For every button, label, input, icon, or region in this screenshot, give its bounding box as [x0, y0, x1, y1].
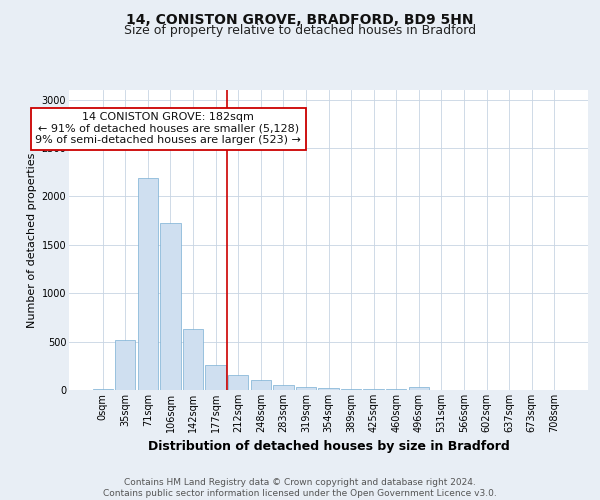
Bar — [138, 178, 158, 390]
Bar — [341, 388, 361, 390]
Bar — [205, 365, 226, 390]
Bar — [228, 376, 248, 390]
Bar — [364, 389, 384, 390]
Bar — [183, 329, 203, 390]
Bar — [115, 340, 136, 390]
Bar — [386, 389, 406, 390]
Bar — [296, 387, 316, 390]
Bar — [251, 380, 271, 390]
Bar — [273, 384, 293, 390]
Text: 14, CONISTON GROVE, BRADFORD, BD9 5HN: 14, CONISTON GROVE, BRADFORD, BD9 5HN — [126, 12, 474, 26]
Bar — [319, 388, 338, 390]
Bar — [409, 387, 429, 390]
Text: Contains HM Land Registry data © Crown copyright and database right 2024.
Contai: Contains HM Land Registry data © Crown c… — [103, 478, 497, 498]
Text: 14 CONISTON GROVE: 182sqm
← 91% of detached houses are smaller (5,128)
9% of sem: 14 CONISTON GROVE: 182sqm ← 91% of detac… — [35, 112, 301, 146]
Bar — [160, 222, 181, 390]
X-axis label: Distribution of detached houses by size in Bradford: Distribution of detached houses by size … — [148, 440, 509, 454]
Y-axis label: Number of detached properties: Number of detached properties — [28, 152, 37, 328]
Text: Size of property relative to detached houses in Bradford: Size of property relative to detached ho… — [124, 24, 476, 37]
Bar — [92, 389, 113, 390]
